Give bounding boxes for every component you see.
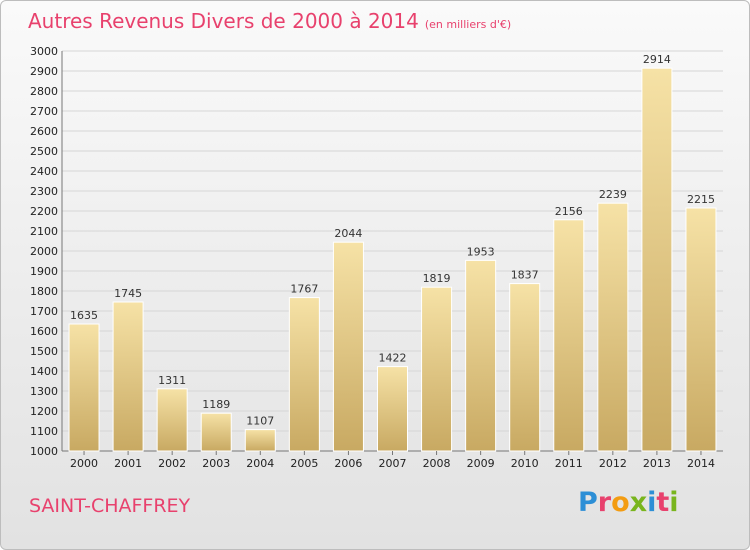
logo-letter: i (669, 487, 679, 518)
y-tick-label: 2800 (30, 85, 58, 98)
x-tick-label-2001: 2001 (114, 457, 142, 470)
value-label-2014: 2215 (687, 193, 715, 206)
value-label-2000: 1635 (70, 309, 98, 322)
x-tick-label-2011: 2011 (555, 457, 583, 470)
y-tick-label: 1500 (30, 345, 58, 358)
x-tick-label-2004: 2004 (246, 457, 274, 470)
x-tick-label-2006: 2006 (334, 457, 362, 470)
bar-2012 (597, 202, 629, 452)
bar-2001 (112, 301, 144, 452)
y-tick-label: 1100 (30, 425, 58, 438)
chart-title: Autres Revenus Divers de 2000 à 2014 (en … (28, 9, 511, 33)
x-tick-label-2003: 2003 (202, 457, 230, 470)
bar-2004 (244, 429, 276, 452)
value-label-2011: 2156 (555, 205, 583, 218)
value-label-2005: 1767 (290, 283, 318, 296)
place-name: SAINT-CHAFFREY (29, 495, 191, 517)
value-label-2009: 1953 (467, 245, 495, 258)
bar-2011 (553, 219, 585, 452)
y-tick-label: 2000 (30, 245, 58, 258)
bar-2002 (156, 388, 188, 452)
proxiti-logo: Proxiti (578, 487, 679, 523)
value-label-2006: 2044 (334, 227, 362, 240)
y-tick-label: 2300 (30, 185, 58, 198)
y-tick-label: 2700 (30, 105, 58, 118)
x-tick-label-2010: 2010 (511, 457, 539, 470)
y-tick-label: 2500 (30, 145, 58, 158)
logo-letter: x (629, 487, 648, 518)
y-tick-label: 1700 (30, 305, 58, 318)
bar-2014 (685, 207, 717, 452)
y-tick-label: 2100 (30, 225, 58, 238)
bar-2007 (377, 366, 408, 452)
value-label-2007: 1422 (379, 352, 407, 365)
x-tick-label-2009: 2009 (467, 457, 495, 470)
y-tick-label: 1800 (30, 285, 58, 298)
value-label-2012: 2239 (599, 188, 627, 201)
value-label-2008: 1819 (423, 272, 451, 285)
logo-letter: i (647, 487, 657, 518)
y-tick-label: 1400 (30, 365, 58, 378)
value-label-2004: 1107 (246, 415, 274, 428)
y-tick-label: 2200 (30, 205, 58, 218)
logo-letter: o (611, 487, 630, 518)
value-label-2001: 1745 (114, 287, 142, 300)
value-label-2013: 2914 (643, 53, 671, 66)
x-tick-label-2014: 2014 (687, 457, 715, 470)
bar-chart: 1000 1100 1200 1300 1400 1500 1600 1700 1800 1900… (30, 45, 723, 470)
y-tick-label: 1200 (30, 405, 58, 418)
bar-2000 (68, 323, 100, 452)
x-tick-label-2008: 2008 (423, 457, 451, 470)
bar-2005 (288, 297, 320, 452)
x-tick-label-2000: 2000 (70, 457, 98, 470)
bar-2006 (332, 241, 364, 452)
bar-2003 (200, 412, 232, 452)
x-tick-label-2007: 2007 (379, 457, 407, 470)
y-tick-label: 3000 (30, 45, 58, 58)
chart-title-text: Autres Revenus Divers de 2000 à 2014 (28, 9, 419, 33)
bar-2008 (421, 286, 453, 452)
bar-2013 (641, 67, 673, 452)
x-tick-label-2012: 2012 (599, 457, 627, 470)
chart-unit: (en milliers d'€) (424, 18, 512, 31)
y-tick-label: 1000 (30, 445, 58, 458)
x-tick-label-2013: 2013 (643, 457, 671, 470)
y-tick-label: 1600 (30, 325, 58, 338)
y-tick-label: 2600 (30, 125, 58, 138)
value-label-2002: 1311 (158, 374, 186, 387)
y-tick-label: 2900 (30, 65, 58, 78)
bar-2009 (465, 259, 497, 452)
x-tick-label-2002: 2002 (158, 457, 186, 470)
y-tick-label: 1300 (30, 385, 58, 398)
x-tick-label-2005: 2005 (290, 457, 318, 470)
logo-letter: P (578, 487, 598, 518)
bar-2010 (509, 283, 541, 452)
value-label-2010: 1837 (511, 269, 539, 282)
value-label-2003: 1189 (202, 398, 230, 411)
logo-letter: t (656, 487, 670, 518)
y-tick-label: 1900 (30, 265, 58, 278)
logo-letter: r (597, 487, 612, 518)
y-tick-label: 2400 (30, 165, 58, 178)
